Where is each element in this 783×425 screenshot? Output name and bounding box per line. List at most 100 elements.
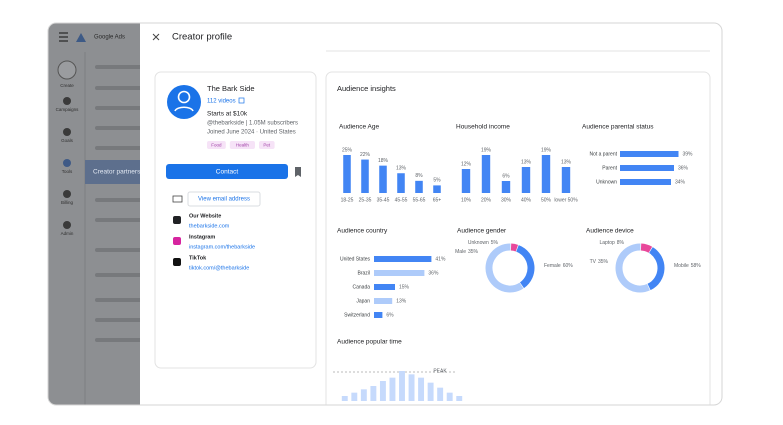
nav-icon[interactable]: [63, 128, 71, 136]
donut-label: Male 35%: [455, 249, 478, 255]
avatar-body: [174, 106, 194, 112]
tags: Food Health Pet: [207, 141, 275, 149]
value-label: 6%: [386, 312, 394, 318]
contact-label[interactable]: Contact: [216, 169, 239, 176]
category-label: Not a parent: [589, 151, 617, 157]
skeleton-line: [95, 106, 145, 110]
bar: [446, 392, 453, 401]
donut-segment: [485, 243, 524, 293]
contact-button[interactable]: [166, 164, 288, 179]
skeleton-line: [95, 248, 145, 252]
nav-icon[interactable]: [63, 190, 71, 198]
skeleton-line: [95, 126, 145, 130]
nav-label[interactable]: Create: [60, 83, 74, 88]
category-label: Laptop: [599, 240, 615, 246]
tag-label: Food: [211, 143, 222, 148]
skeleton-line: [95, 338, 145, 342]
value-label: 13%: [396, 166, 407, 172]
bar: [620, 165, 674, 171]
value-label: 25%: [342, 147, 353, 153]
bar: [541, 155, 551, 193]
value-label: 13%: [561, 159, 572, 165]
bar: [433, 185, 441, 193]
bar: [418, 377, 425, 401]
handle: @thebarkside | 1.05M subscribers: [207, 121, 298, 127]
category-label: 35-45: [377, 197, 390, 203]
joined: Joined June 2024 · United States: [207, 130, 296, 136]
link-url[interactable]: instagram.com/thebarkside: [189, 244, 255, 250]
close-button[interactable]: [152, 33, 160, 41]
bar: [343, 155, 351, 193]
donut-label: Female 60%: [544, 263, 573, 269]
category-label: 55-65: [413, 197, 426, 203]
category-label: 45-55: [395, 197, 408, 203]
links: Our Website thebarkside.com Instagram insta…: [173, 213, 255, 271]
bar: [389, 377, 396, 401]
category-label: 20%: [481, 197, 492, 203]
category-label: Japan: [356, 298, 370, 304]
skeleton-line: [95, 318, 145, 322]
skeleton-line: [95, 298, 145, 302]
nav-icon[interactable]: [57, 60, 77, 80]
nav-label[interactable]: Billing: [61, 200, 74, 205]
category-label: 25-35: [359, 197, 372, 203]
nav-icon[interactable]: [63, 97, 71, 105]
bar: [461, 169, 471, 193]
profile-card: [154, 71, 317, 369]
category-label: Brazil: [357, 270, 370, 276]
skeleton-line: [95, 273, 145, 277]
donut-label: Unknown 5%: [468, 240, 499, 246]
bar: [415, 180, 423, 193]
category-label: 18-25: [341, 197, 354, 203]
link-icon: [173, 216, 181, 224]
category-label: TV: [590, 259, 597, 265]
value-label: 18%: [378, 158, 389, 164]
insights-card: [325, 71, 711, 405]
value-label: 15%: [399, 284, 410, 290]
link-icon: [173, 237, 181, 245]
bar: [397, 173, 405, 193]
videos-link[interactable]: 112 videos: [207, 99, 236, 105]
brand: Google Ads: [94, 35, 125, 41]
category-label: Switzerland: [344, 312, 370, 318]
category-label: lower 50%: [554, 197, 578, 203]
active-nav[interactable]: [85, 160, 145, 184]
window: Google Ads Creator partnerships Create Ca…: [48, 23, 722, 405]
chart-title: Audience parental status: [582, 124, 654, 131]
bar: [374, 256, 432, 262]
nav-icon[interactable]: [63, 159, 71, 167]
nav-label[interactable]: Admin: [61, 231, 74, 236]
bar: [437, 387, 444, 401]
bar: [399, 371, 405, 401]
link-url[interactable]: tiktok.com/@thebarkside: [189, 265, 249, 271]
email-label[interactable]: View email address: [198, 197, 250, 203]
bookmark-icon[interactable]: [295, 167, 301, 177]
link-url[interactable]: thebarkside.com: [189, 223, 230, 229]
tag: [259, 141, 275, 149]
chart-title: Audience Age: [339, 124, 380, 131]
category-label: Unknown: [468, 240, 489, 246]
active-nav-label[interactable]: Creator partnerships: [93, 169, 153, 176]
bar: [427, 382, 434, 401]
nav-label[interactable]: Goals: [61, 138, 74, 143]
email-button[interactable]: [187, 191, 261, 207]
chart-title: Household income: [456, 124, 510, 131]
skeleton-line: [95, 218, 145, 222]
value-label: 8%: [617, 240, 625, 246]
bar: [481, 155, 491, 193]
sidebar: Create Campaigns Goals Tools Billing Admin: [56, 60, 80, 236]
nav-label[interactable]: Tools: [62, 169, 73, 174]
category-label: 50%: [541, 197, 552, 203]
mail-icon: [172, 195, 183, 203]
price: Starts at $10k: [207, 111, 248, 118]
value-label: 8%: [415, 173, 423, 179]
donut-label: Mobile 58%: [674, 263, 701, 269]
nav-label[interactable]: Campaigns: [56, 107, 80, 112]
bar: [341, 396, 348, 401]
bar: [360, 389, 367, 401]
value-label: 36%: [678, 165, 689, 171]
charts: Audience Age 25% 18-25 22% 25-35 18% 35-45 13% 4…: [337, 124, 701, 401]
menu-icon: [59, 32, 68, 42]
nav-icon[interactable]: [63, 221, 71, 229]
